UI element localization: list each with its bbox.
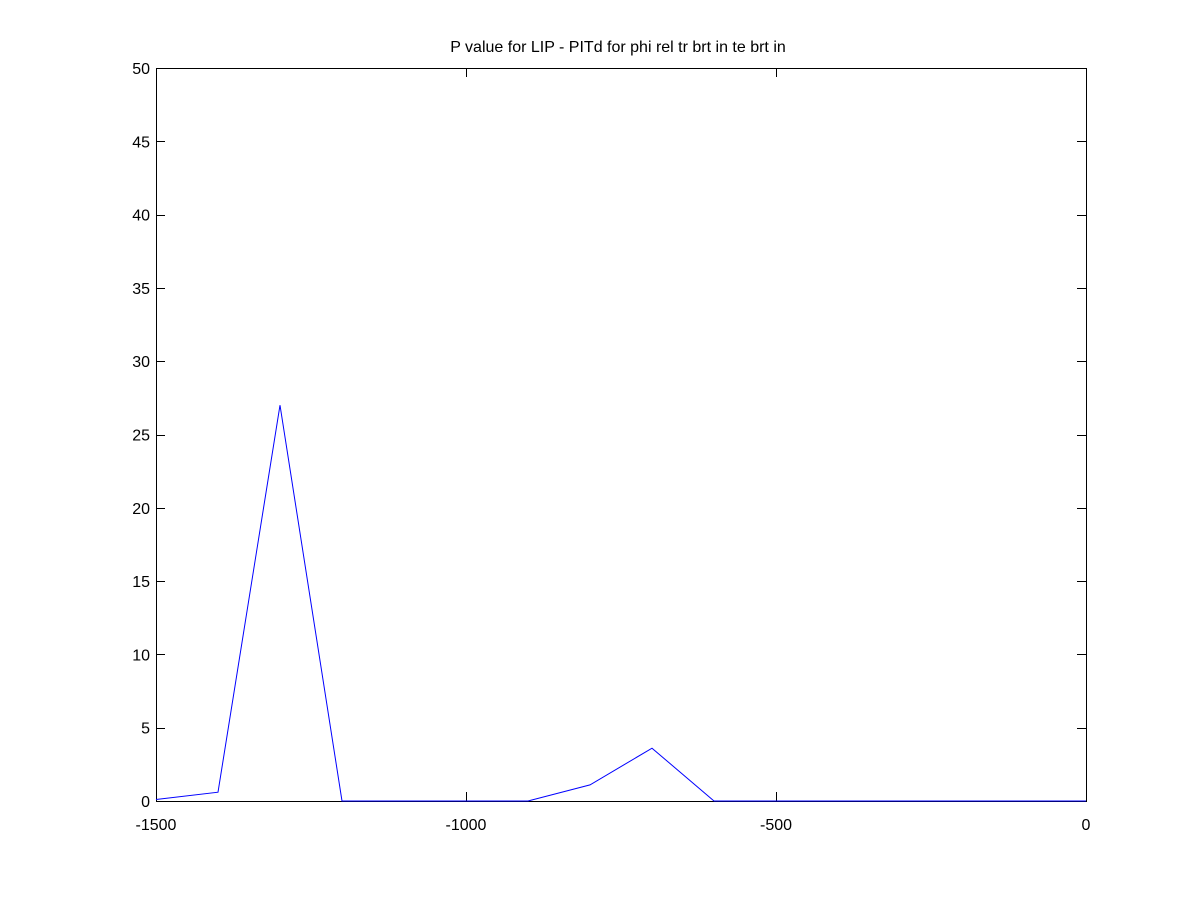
x-tick-label: 0 xyxy=(1082,817,1091,834)
y-tick-label: 45 xyxy=(132,134,150,151)
y-tick-label: 40 xyxy=(132,208,150,225)
plot-area: -1500 -1000 -500 0 0 5 10 15 20 25 30 35 40 45 50 xyxy=(132,61,1090,834)
y-tick-label: 50 xyxy=(132,61,150,78)
chart-title: P value for LIP - PITd for phi rel tr br… xyxy=(450,39,786,56)
x-tick-label: -1500 xyxy=(136,817,177,834)
y-tick-label: 15 xyxy=(132,574,150,591)
y-tick-label: 5 xyxy=(141,721,150,738)
y-tick-label: 30 xyxy=(132,354,150,371)
x-tick-label: -500 xyxy=(760,817,792,834)
x-tick-label: -1000 xyxy=(446,817,487,834)
series-line xyxy=(155,405,1086,802)
y-tick-label: 0 xyxy=(141,794,150,811)
y-tick-label: 10 xyxy=(132,647,150,664)
y-tick-label: 20 xyxy=(132,501,150,518)
y-tick-label: 25 xyxy=(132,428,150,445)
y-tick-label: 35 xyxy=(132,281,150,298)
